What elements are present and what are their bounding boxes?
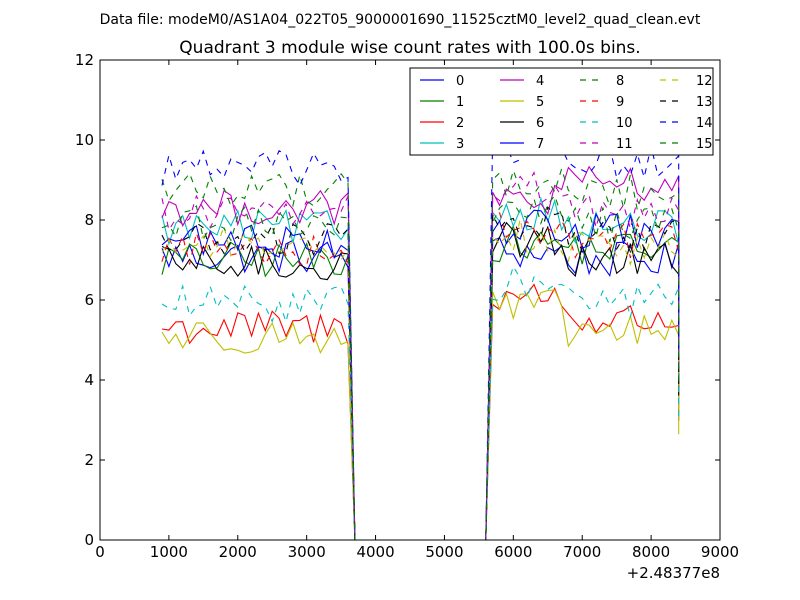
legend-label-4: 4: [536, 74, 544, 89]
legend-box: [409, 67, 714, 156]
legend-label-0: 0: [456, 74, 464, 89]
x-tick-label: 6000: [494, 543, 532, 561]
x-tick-label: 1000: [150, 543, 188, 561]
legend-label-15: 15: [696, 137, 713, 152]
x-tick-label: 5000: [425, 543, 463, 561]
legend-label-14: 14: [696, 116, 713, 131]
legend-label-11: 11: [616, 137, 633, 152]
legend-label-2: 2: [456, 116, 464, 131]
x-tick-label: 9000: [701, 543, 739, 561]
series-line-0: [161, 236, 680, 540]
legend-label-7: 7: [536, 137, 544, 152]
legend-label-12: 12: [696, 74, 713, 89]
legend-label-3: 3: [456, 137, 464, 152]
series-line-2: [161, 283, 680, 540]
x-tick-label: 3000: [288, 543, 326, 561]
legend-label-10: 10: [616, 116, 633, 131]
series-line-5: [161, 289, 680, 540]
legend-label-5: 5: [536, 95, 544, 110]
x-tick-label: 7000: [563, 543, 601, 561]
legend-label-6: 6: [536, 116, 544, 131]
chart-suptitle: Data file: modeM0/AS1A04_022T05_90000016…: [100, 12, 701, 28]
series-line-9: [161, 212, 680, 540]
series-line-11: [161, 171, 680, 540]
x-tick-label: 8000: [632, 543, 670, 561]
series-line-13: [161, 205, 680, 540]
legend-label-8: 8: [616, 74, 624, 89]
x-tick-label: 2000: [219, 543, 257, 561]
legend-label-13: 13: [696, 95, 713, 110]
x-tick-label: 4000: [356, 543, 394, 561]
y-tick-label: 2: [84, 451, 94, 469]
series-line-4: [161, 165, 680, 540]
y-tick-label: 6: [84, 291, 94, 309]
series-line-6: [161, 221, 680, 540]
series-line-15: [161, 194, 680, 540]
y-tick-label: 10: [75, 131, 94, 149]
y-tick-label: 12: [75, 51, 94, 69]
legend-label-1: 1: [456, 95, 464, 110]
y-tick-label: 4: [84, 371, 94, 389]
series-line-1: [161, 224, 680, 540]
chart-title: Quadrant 3 module wise count rates with …: [179, 38, 640, 58]
x-tick-label: 0: [95, 543, 105, 561]
series-line-14: [161, 134, 680, 540]
legend-label-9: 9: [616, 95, 624, 110]
y-tick-label: 0: [84, 531, 94, 549]
x-axis: 0 1000 2000 3000 4000 5000 6000 7000 8000 9000: [95, 60, 739, 561]
y-tick-label: 8: [84, 211, 94, 229]
x-offset-label: +2.48377e8: [627, 564, 720, 582]
series-line-12: [161, 218, 680, 540]
series-lines: [161, 134, 680, 540]
series-line-10: [161, 265, 680, 540]
